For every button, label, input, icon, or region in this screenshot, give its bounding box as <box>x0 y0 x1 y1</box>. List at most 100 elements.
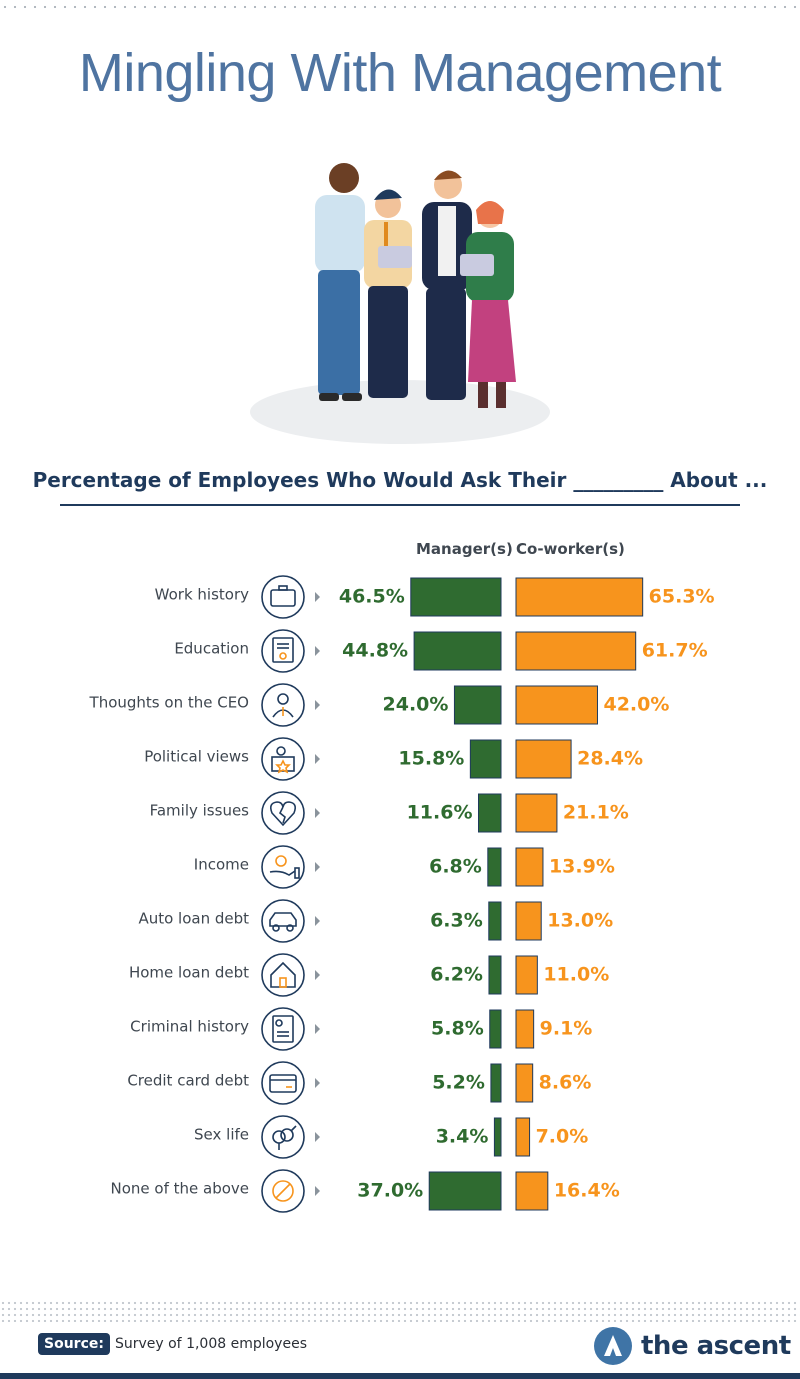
row-arrow <box>315 916 320 926</box>
coworker-value-label: 13.0% <box>547 910 613 932</box>
coworker-value-label: 61.7% <box>642 640 708 662</box>
manager-bar <box>453 685 502 725</box>
ceo-icon <box>261 683 305 727</box>
manager-bar <box>413 631 502 671</box>
category-label: Education <box>174 640 249 658</box>
category-label: Family issues <box>150 802 250 820</box>
source-label: Source: <box>38 1333 110 1355</box>
coworker-value-label: 65.3% <box>649 586 715 608</box>
manager-value-label: 6.8% <box>429 856 482 878</box>
category-label: Auto loan debt <box>138 910 249 928</box>
coworker-value-label: 21.1% <box>563 802 629 824</box>
coworker-bar <box>515 739 572 779</box>
manager-bar <box>490 1063 502 1103</box>
chart-subtitle: Percentage of Employees Who Would Ask Th… <box>32 468 768 492</box>
credit-card-icon <box>261 1061 305 1105</box>
house-icon <box>261 953 305 997</box>
category-label: Criminal history <box>130 1018 249 1036</box>
row-arrow <box>315 1078 320 1088</box>
manager-bar <box>487 847 502 887</box>
row-arrow <box>315 1132 320 1142</box>
coworker-bar <box>515 793 558 833</box>
row-arrow <box>315 970 320 980</box>
coworker-column-header: Co-worker(s) <box>516 540 625 558</box>
coworker-bar <box>515 1063 534 1103</box>
category-label: Political views <box>144 748 249 766</box>
coworker-bar <box>515 1171 549 1211</box>
broken-heart-icon <box>261 791 305 835</box>
manager-value-label: 5.8% <box>431 1018 484 1040</box>
gender-icon <box>261 1115 305 1159</box>
brand-logo: the ascent <box>593 1326 791 1366</box>
coworker-value-label: 42.0% <box>603 694 669 716</box>
manager-bar <box>410 577 502 617</box>
manager-value-label: 6.3% <box>430 910 483 932</box>
coworker-value-label: 9.1% <box>540 1018 593 1040</box>
row-arrow <box>315 592 320 602</box>
manager-value-label: 44.8% <box>342 640 408 662</box>
coworker-bar <box>515 685 598 725</box>
page-title: Mingling With Management <box>78 43 722 103</box>
bottom-dot-border <box>0 1300 800 1322</box>
manager-bar <box>488 901 502 941</box>
manager-bar <box>488 955 502 995</box>
manager-value-label: 6.2% <box>430 964 483 986</box>
coworker-value-label: 8.6% <box>539 1072 592 1094</box>
category-label: None of the above <box>110 1180 249 1198</box>
category-label: Thoughts on the CEO <box>89 694 249 712</box>
manager-bar <box>493 1117 502 1157</box>
manager-value-label: 37.0% <box>357 1180 423 1202</box>
coworker-value-label: 7.0% <box>536 1126 589 1148</box>
coworker-value-label: 11.0% <box>543 964 609 986</box>
top-dot-border <box>0 0 800 14</box>
row-arrow <box>315 700 320 710</box>
manager-value-label: 5.2% <box>432 1072 485 1094</box>
category-label: Income <box>194 856 249 874</box>
manager-value-label: 15.8% <box>398 748 464 770</box>
record-icon <box>261 1007 305 1051</box>
source-text: Survey of 1,008 employees <box>114 1336 307 1352</box>
coworker-bar <box>515 955 538 995</box>
row-arrow <box>315 862 320 872</box>
politics-icon <box>261 737 305 781</box>
row-arrow <box>315 754 320 764</box>
manager-bar <box>489 1009 502 1049</box>
car-icon <box>261 899 305 943</box>
source-note: Source: Survey of 1,008 employees <box>38 1333 307 1355</box>
manager-bar <box>477 793 502 833</box>
category-label: Credit card debt <box>127 1072 249 1090</box>
manager-value-label: 24.0% <box>383 694 449 716</box>
manager-bar <box>428 1171 502 1211</box>
row-arrow <box>315 1024 320 1034</box>
manager-column-header: Manager(s) <box>416 540 513 558</box>
diploma-icon <box>261 629 305 673</box>
row-arrow <box>315 646 320 656</box>
coworker-bar <box>515 577 644 617</box>
bottom-bar <box>0 1373 800 1379</box>
row-arrow <box>315 808 320 818</box>
manager-value-label: 11.6% <box>407 802 473 824</box>
category-label: Sex life <box>194 1126 249 1144</box>
subtitle-underline <box>60 504 740 506</box>
coworker-bar <box>515 1009 535 1049</box>
category-label: Work history <box>155 586 249 604</box>
coworker-value-label: 28.4% <box>577 748 643 770</box>
coworker-bar <box>515 1117 531 1157</box>
briefcase-icon <box>261 575 305 619</box>
manager-bar <box>469 739 502 779</box>
income-icon <box>261 845 305 889</box>
coworker-value-label: 13.9% <box>549 856 615 878</box>
people-illustration <box>250 163 550 444</box>
coworker-bar <box>515 631 637 671</box>
ascent-logo-icon <box>594 1327 632 1365</box>
coworker-value-label: 16.4% <box>554 1180 620 1202</box>
manager-value-label: 46.5% <box>339 586 405 608</box>
manager-value-label: 3.4% <box>436 1126 489 1148</box>
coworker-bar <box>515 901 542 941</box>
coworker-bar <box>515 847 544 887</box>
none-icon <box>261 1169 305 1213</box>
row-arrow <box>315 1186 320 1196</box>
brand-name: the ascent <box>641 1331 791 1361</box>
category-label: Home loan debt <box>129 964 249 982</box>
